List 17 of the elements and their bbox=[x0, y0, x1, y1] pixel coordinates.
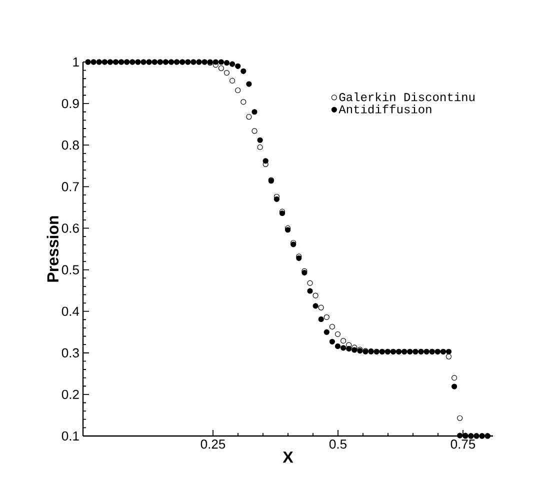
legend-label: Antidiffusion bbox=[338, 104, 432, 114]
y-axis-title: Pression bbox=[46, 216, 59, 282]
y-tick-label: 0.1 bbox=[62, 431, 79, 441]
y-tick-label: 0.8 bbox=[62, 140, 79, 150]
y-tick-label: 1 bbox=[73, 58, 79, 66]
y-tick-label: 0.7 bbox=[62, 182, 79, 192]
legend-label: Galerkin Discontinu bbox=[339, 92, 474, 102]
y-tick-label: 0.2 bbox=[62, 390, 79, 400]
x-axis-title: X bbox=[282, 452, 294, 463]
y-tick-label: 0.5 bbox=[62, 265, 79, 274]
y-tick-label: 0.4 bbox=[62, 306, 80, 316]
y-tick-label: 0.3 bbox=[62, 348, 79, 358]
x-tick-label: 0.5 bbox=[329, 440, 346, 449]
y-tick-label: 0.6 bbox=[62, 224, 79, 233]
y-tick-label: 0.9 bbox=[62, 98, 79, 108]
x-tick-label: 0.25 bbox=[200, 440, 226, 449]
x-tick-label: 0.75 bbox=[450, 440, 476, 449]
